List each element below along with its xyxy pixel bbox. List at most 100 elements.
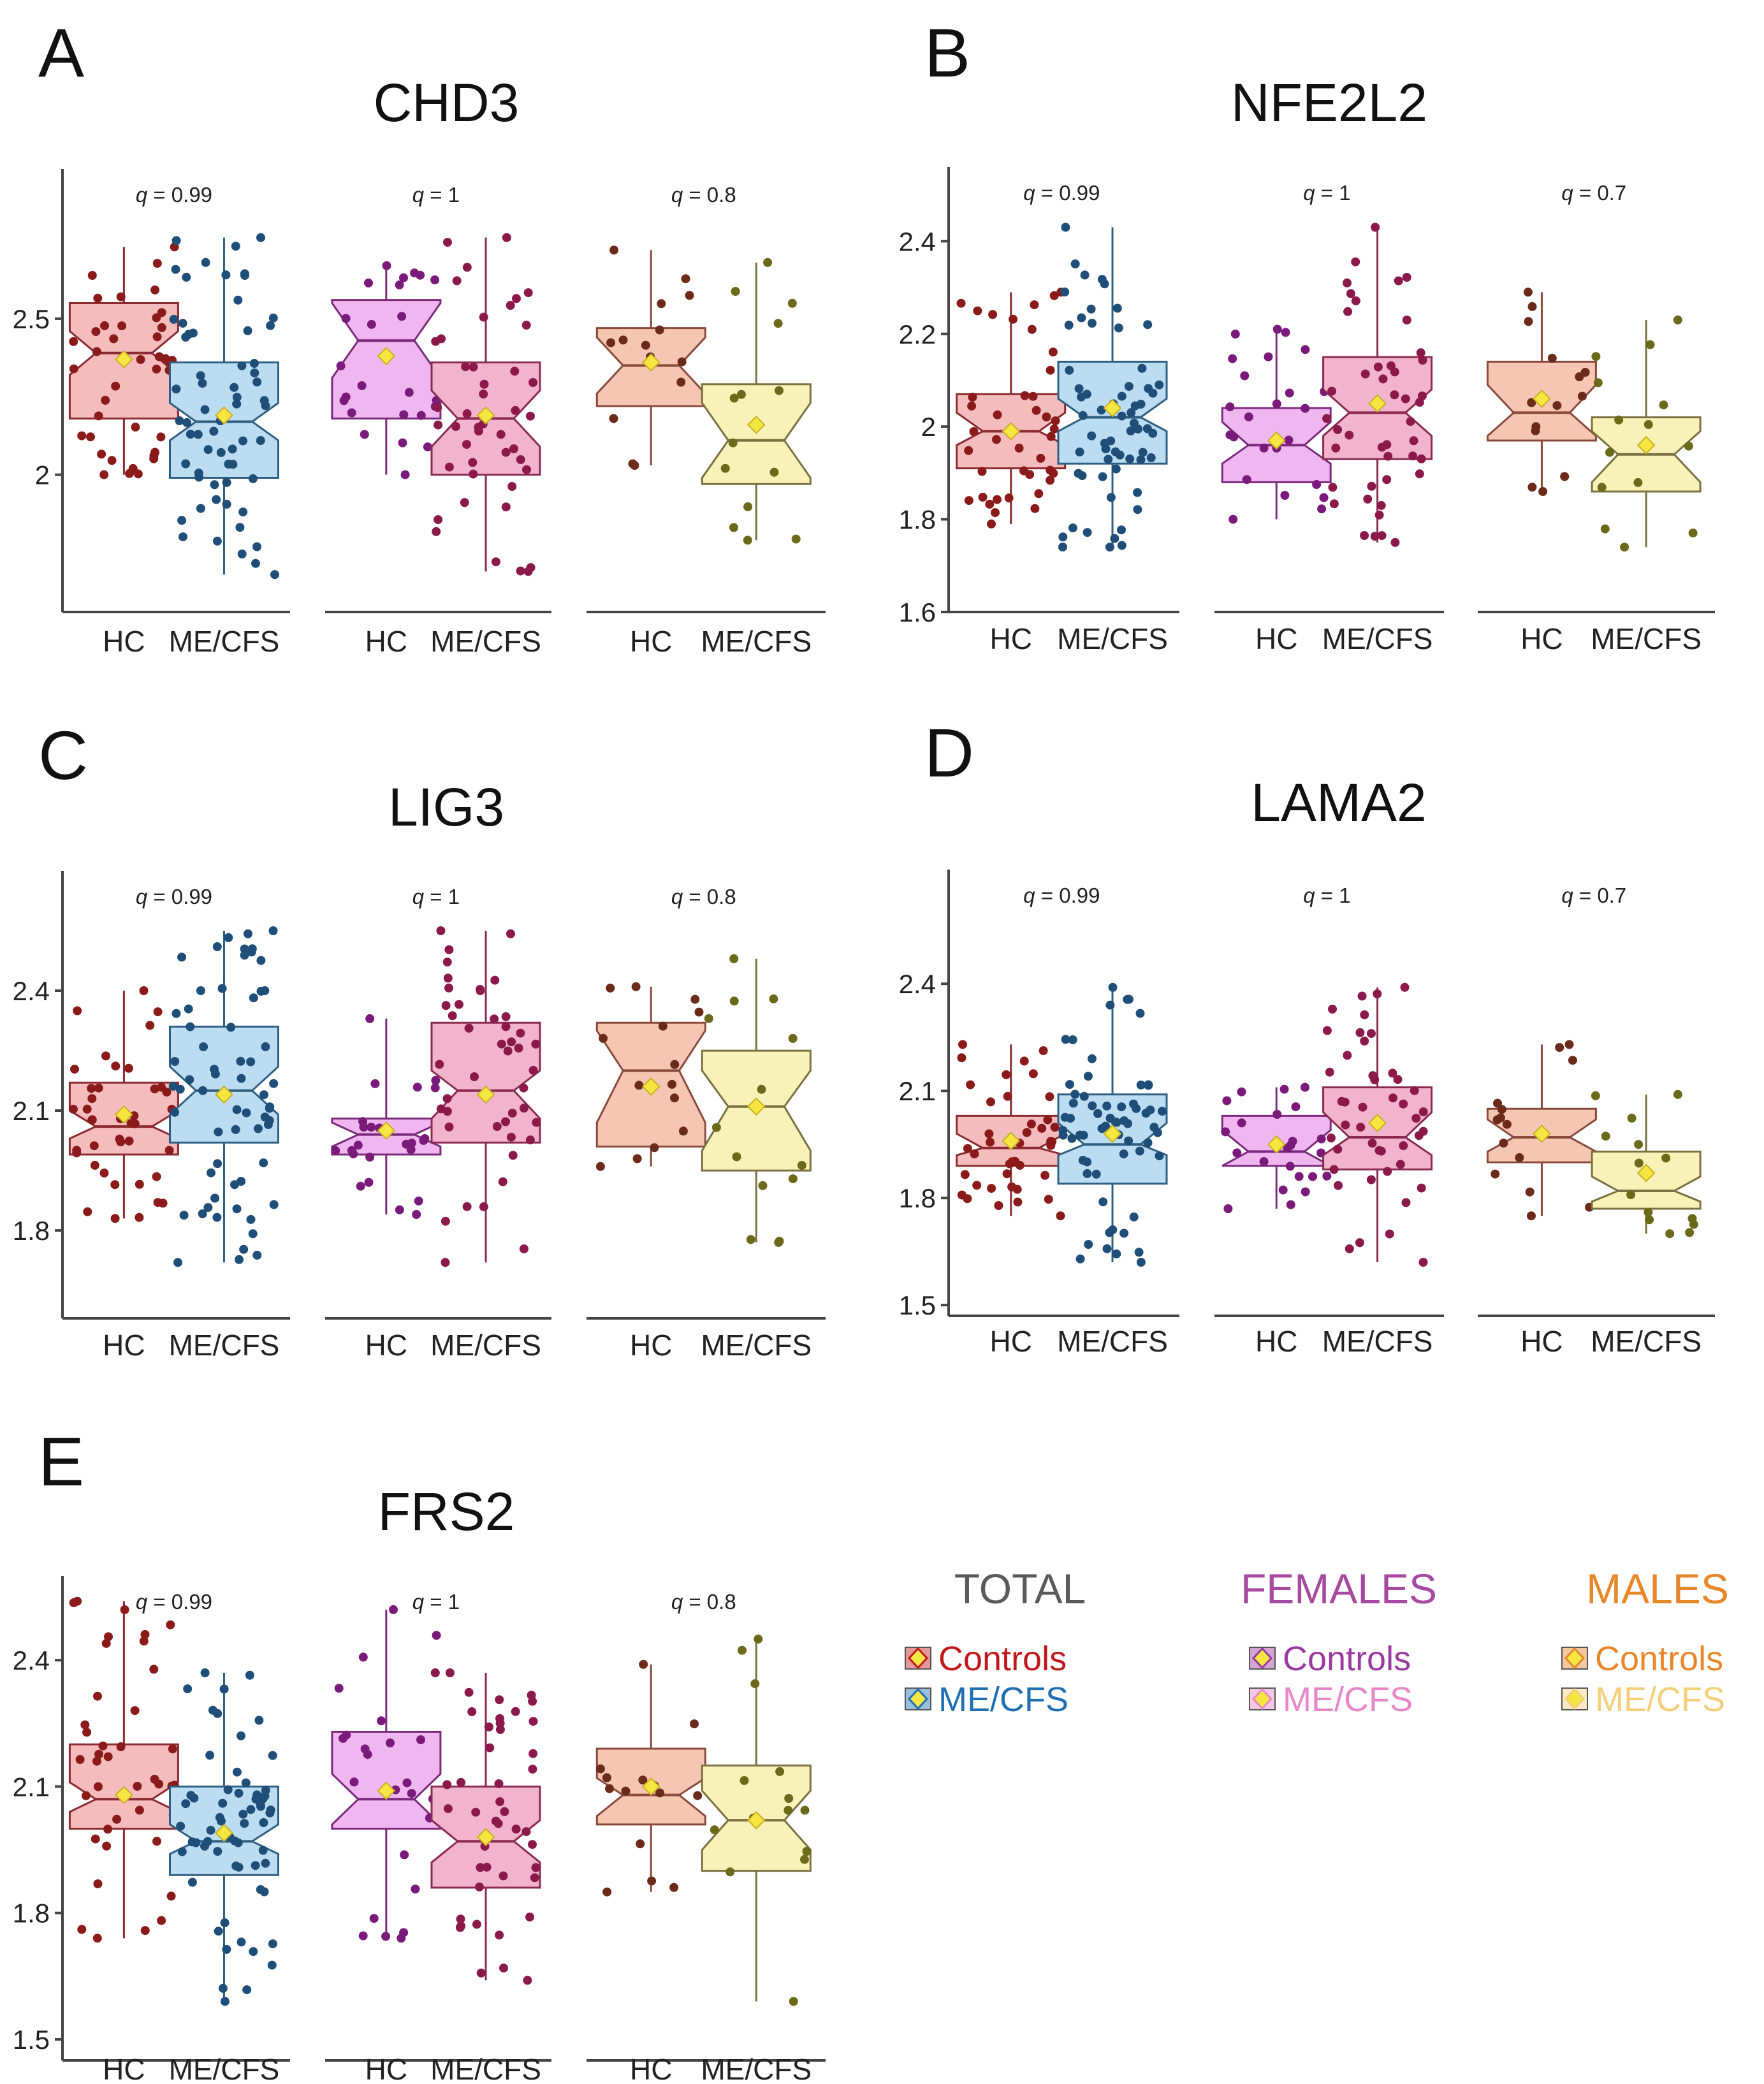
data-point [1070,1089,1080,1099]
data-point [993,495,1002,504]
data-point [334,1684,344,1693]
data-point [1373,362,1383,372]
q-value-label: q = 1 [1303,181,1350,205]
data-point [1351,296,1360,305]
data-point [1367,1029,1376,1038]
data-point [77,431,87,441]
data-point [1020,391,1030,400]
q-value-label: q = 0.99 [1023,181,1100,205]
x-category-label: ME/CFS [701,2053,812,2084]
data-point [1046,1140,1056,1150]
data-point [732,1152,741,1162]
data-point [110,1214,120,1223]
data-point [1627,1113,1636,1123]
data-point [1004,493,1014,503]
data-point [967,401,977,411]
data-point [269,1200,279,1209]
data-point [1124,995,1133,1004]
data-point [1394,276,1403,286]
data-point [987,519,996,528]
data-point [212,536,222,546]
data-point [1390,367,1399,377]
data-point [503,1046,513,1056]
data-point [462,409,472,418]
data-point [1366,1175,1376,1184]
data-point [1119,1228,1129,1238]
y-tick-label: 2.1 [899,1076,936,1106]
data-point [1531,422,1541,432]
data-point [1097,1124,1107,1133]
data-point [495,1725,505,1734]
data-point [406,1145,416,1155]
data-point [441,1258,450,1267]
legend-label: ME/CFS [1283,1680,1413,1719]
data-point [238,1809,248,1819]
data-point [802,1847,812,1856]
data-point [1396,1160,1405,1169]
data-point [494,1779,504,1788]
data-points [1322,222,1427,547]
data-points [1322,982,1428,1267]
data-point [1294,1172,1304,1181]
data-point [1065,365,1074,375]
data-point [462,1202,472,1211]
data-point [743,536,752,545]
data-point [213,1847,222,1856]
data-point [1527,398,1536,407]
data-point [1097,275,1107,284]
data-point [1502,1119,1512,1129]
data-point [1079,1091,1089,1101]
mean-marker [1368,1114,1387,1133]
data-point [991,508,1000,518]
data-point [511,1707,520,1716]
data-point [492,557,500,567]
data-point [1327,1133,1336,1142]
group-females: q = 1 HC ME/CFS [1214,181,1444,655]
data-point [526,411,535,421]
data-point [369,1914,379,1923]
data-point [472,1920,481,1929]
q-value-label: q = 0.8 [671,1590,736,1614]
panel-c: C LIG3 1.8 2.1 2.4 q = 0.99 HC ME/CFS q = 1 HC ME/… [13,717,826,1362]
data-point [420,1134,430,1143]
x-category-label: HC [1255,1325,1297,1358]
data-point [353,1140,363,1150]
mean-marker [215,406,233,425]
q-equals: = [1315,181,1339,205]
data-point [1126,408,1136,418]
data-point [444,1122,454,1132]
q-value-label: q = 1 [412,183,460,207]
chart-title: LAMA2 [1251,773,1426,833]
q-value-label: q = 1 [1303,884,1350,907]
mean-marker [377,347,396,366]
data-point [248,1229,258,1239]
data-point [1105,543,1114,552]
data-point [223,1785,233,1795]
data-point [107,456,117,465]
data-point [90,1160,99,1170]
data-point [740,1776,749,1785]
data-point [1525,1187,1534,1197]
data-point [501,1012,511,1021]
y-tick-label: 2 [35,460,50,490]
chart-title: NFE2L2 [1231,73,1427,133]
data-point [1058,532,1068,542]
data-point [1415,469,1424,479]
data-points [331,1014,441,1219]
data-point [1401,1198,1411,1207]
mean-marker [1103,398,1122,418]
data-point [135,1179,144,1189]
data-points [1591,1089,1698,1239]
data-point [1399,1141,1408,1151]
x-category-label: ME/CFS [430,2053,541,2084]
q-equals: = [1573,884,1598,907]
data-point [194,469,203,477]
data-point [237,1731,245,1740]
data-point [150,1774,159,1784]
data-point [775,1237,784,1246]
q-value-label: q = 0.99 [136,183,212,207]
data-point [1155,380,1164,390]
legend-mean-icon [1564,1647,1585,1670]
